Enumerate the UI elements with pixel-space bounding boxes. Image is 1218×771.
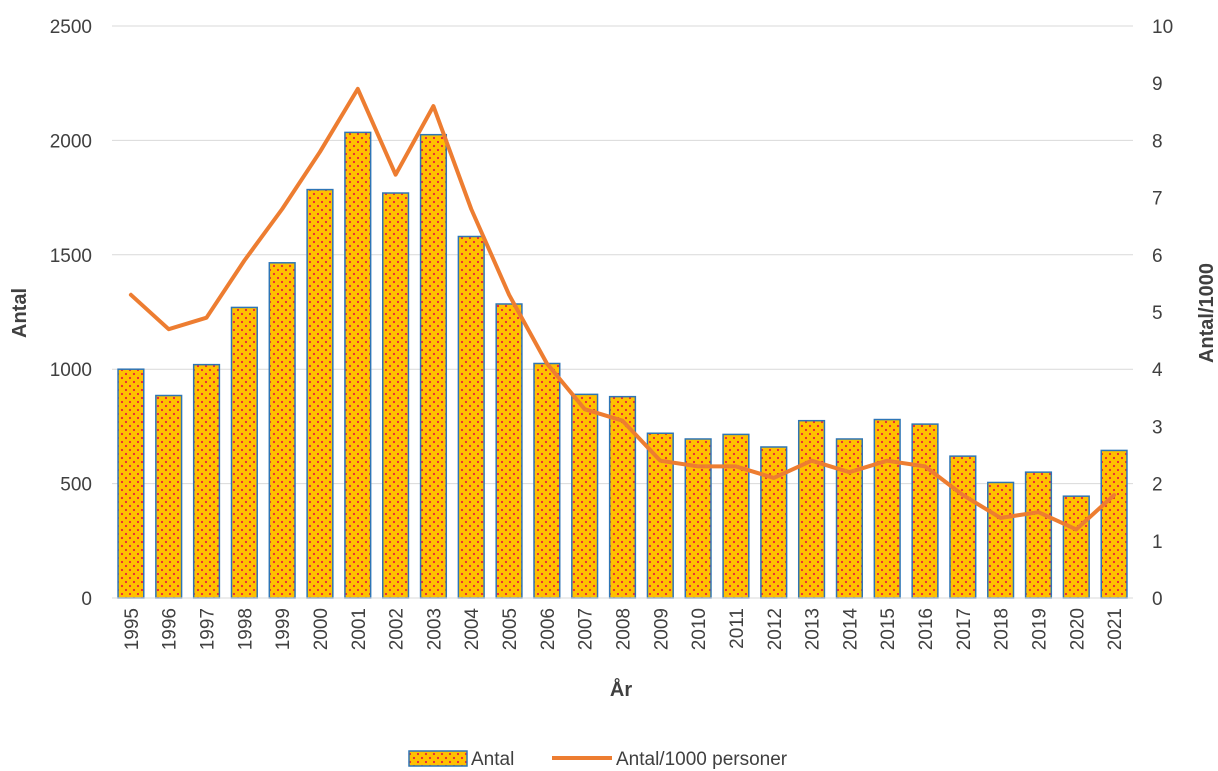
x-tick-label: 2000 bbox=[311, 608, 332, 650]
y-tick-label: 500 bbox=[60, 475, 92, 496]
x-tick-label: 2005 bbox=[500, 608, 521, 650]
bar bbox=[1100, 449, 1128, 599]
x-tick-label: 2013 bbox=[803, 608, 824, 650]
bar bbox=[533, 362, 561, 599]
bar bbox=[949, 455, 977, 599]
y-tick-label: 2500 bbox=[50, 17, 92, 38]
x-tick-label: 2016 bbox=[916, 608, 937, 650]
x-tick-label: 2015 bbox=[878, 608, 899, 650]
x-tick-label: 1995 bbox=[122, 608, 143, 650]
x-axis-ticks: 1995 1996 1997 1998 1999 2000 2001 2002 2003 2004… bbox=[122, 608, 1126, 651]
x-tick-label: 2002 bbox=[387, 608, 408, 650]
x-tick-label: 2006 bbox=[538, 608, 559, 650]
legend-swatch-bar bbox=[408, 750, 468, 767]
left-axis-ticks: 0 500 1000 1500 2000 2500 bbox=[50, 17, 92, 610]
x-tick-label: 2020 bbox=[1067, 608, 1088, 650]
x-tick-label: 2010 bbox=[689, 608, 710, 650]
y2-tick-label: 0 bbox=[1152, 589, 1163, 610]
x-tick-label: 2018 bbox=[992, 608, 1013, 650]
y-tick-label: 0 bbox=[81, 589, 92, 610]
bar bbox=[987, 481, 1015, 599]
y2-axis-title: Antal/1000 bbox=[1196, 263, 1218, 363]
y2-tick-label: 3 bbox=[1152, 417, 1163, 438]
y2-tick-label: 4 bbox=[1152, 360, 1163, 381]
x-tick-label: 2012 bbox=[765, 608, 786, 650]
x-tick-label: 2001 bbox=[349, 608, 370, 650]
bar bbox=[117, 368, 145, 599]
bar bbox=[608, 395, 637, 599]
x-tick-label: 1997 bbox=[198, 608, 219, 650]
x-tick-label: 2014 bbox=[840, 608, 861, 651]
y2-tick-label: 2 bbox=[1152, 475, 1163, 496]
bar bbox=[873, 418, 901, 599]
x-tick-label: 2003 bbox=[424, 608, 445, 650]
x-tick-label: 2021 bbox=[1105, 608, 1126, 650]
x-tick-label: 1996 bbox=[160, 608, 181, 650]
y2-tick-label: 1 bbox=[1152, 532, 1163, 553]
bar bbox=[382, 192, 410, 599]
legend-label-bar: Antal bbox=[471, 749, 514, 770]
bar bbox=[306, 188, 334, 599]
legend: Antal Antal/1000 personer bbox=[408, 749, 788, 770]
x-tick-label: 1999 bbox=[273, 608, 294, 650]
series-line-antal-per-1000 bbox=[128, 86, 1117, 532]
y2-tick-label: 5 bbox=[1152, 303, 1163, 324]
y2-tick-label: 6 bbox=[1152, 246, 1163, 267]
legend-label-line: Antal/1000 personer bbox=[616, 749, 788, 770]
bar-series bbox=[117, 131, 1128, 599]
x-tick-label: 2008 bbox=[614, 608, 635, 650]
bar bbox=[760, 446, 788, 599]
x-tick-label: 1998 bbox=[235, 608, 256, 650]
bar bbox=[495, 303, 523, 599]
x-tick-label: 2019 bbox=[1030, 608, 1051, 650]
bar bbox=[155, 394, 183, 599]
y2-tick-label: 9 bbox=[1152, 74, 1163, 95]
bar bbox=[419, 133, 448, 599]
x-tick-label: 2011 bbox=[727, 608, 748, 649]
x-tick-label: 2017 bbox=[954, 608, 975, 650]
y-tick-label: 1000 bbox=[50, 360, 92, 381]
x-axis-title: År bbox=[610, 677, 632, 701]
y-tick-label: 2000 bbox=[50, 131, 92, 152]
bar bbox=[684, 438, 712, 599]
bar bbox=[192, 363, 221, 599]
bar bbox=[457, 235, 485, 599]
bar bbox=[722, 433, 750, 599]
y2-tick-label: 10 bbox=[1152, 17, 1173, 38]
y2-tick-label: 7 bbox=[1152, 189, 1163, 210]
x-tick-label: 2007 bbox=[576, 608, 597, 650]
bar bbox=[1062, 495, 1090, 599]
bar bbox=[1024, 471, 1053, 599]
x-tick-label: 2004 bbox=[462, 608, 483, 651]
bar bbox=[835, 438, 863, 599]
bar bbox=[230, 306, 258, 599]
y-tick-label: 1500 bbox=[50, 246, 92, 267]
y2-tick-label: 8 bbox=[1152, 131, 1163, 152]
x-tick-label: 2009 bbox=[651, 608, 672, 650]
bar bbox=[268, 262, 296, 599]
bar bbox=[344, 131, 372, 599]
bar bbox=[911, 423, 939, 599]
bar bbox=[797, 419, 826, 599]
bar bbox=[571, 393, 599, 599]
line-series bbox=[128, 86, 1117, 532]
right-axis-ticks: 0 1 2 3 4 5 6 7 8 9 10 bbox=[1152, 17, 1173, 610]
y-axis-title: Antal bbox=[9, 288, 31, 338]
